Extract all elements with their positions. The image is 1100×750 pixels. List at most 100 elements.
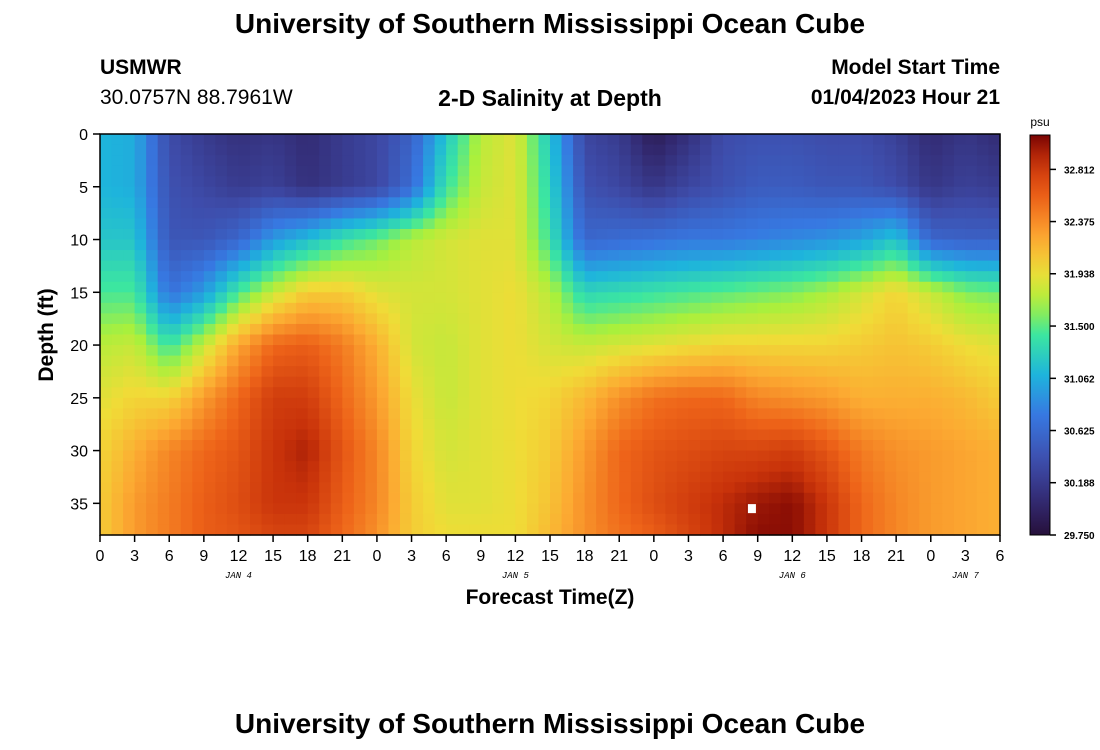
heatmap-cell	[307, 471, 320, 483]
heatmap-cell	[815, 207, 828, 220]
heatmap-cell	[884, 176, 897, 188]
heatmap-cell	[607, 366, 620, 378]
heatmap-cell	[226, 524, 240, 536]
heatmap-cell	[757, 260, 770, 272]
heatmap-cell	[988, 250, 1001, 262]
heatmap-cell	[423, 345, 436, 357]
heatmap-cell	[988, 134, 1001, 146]
heatmap-cell	[757, 376, 770, 388]
heatmap-cell	[215, 513, 228, 526]
heatmap-cell	[192, 134, 205, 146]
heatmap-cell	[503, 387, 516, 399]
heatmap-cell	[630, 197, 643, 209]
heatmap-cell	[226, 165, 240, 177]
colorbar-tick-label: 32.375	[1064, 218, 1095, 229]
heatmap-cell	[561, 355, 574, 367]
heatmap-cell	[734, 313, 747, 325]
heatmap-cell	[930, 440, 943, 452]
heatmap-cell	[492, 513, 505, 526]
heatmap-cell	[307, 186, 320, 198]
heatmap-cell	[953, 323, 966, 336]
heatmap-cell	[192, 197, 205, 209]
heatmap-cell	[573, 334, 586, 346]
heatmap-cell	[723, 176, 736, 188]
heatmap-cell	[930, 292, 943, 304]
heatmap-cell	[630, 366, 643, 378]
heatmap-cell	[803, 165, 816, 177]
heatmap-cell	[457, 408, 470, 420]
heatmap-cell	[550, 471, 563, 483]
heatmap-cell	[284, 366, 297, 378]
heatmap-cell	[953, 313, 966, 325]
heatmap-cell	[411, 250, 424, 262]
heatmap-cell	[411, 366, 424, 378]
heatmap-cell	[203, 197, 216, 209]
heatmap-cell	[723, 281, 736, 293]
heatmap-cell	[792, 165, 805, 177]
heatmap-cell	[319, 408, 332, 420]
heatmap-cell	[111, 429, 124, 441]
heatmap-cell	[180, 397, 193, 409]
heatmap-cell	[100, 281, 113, 293]
heatmap-cell	[561, 281, 574, 293]
heatmap-cell	[965, 503, 978, 515]
heatmap-cell	[365, 440, 378, 452]
heatmap-cell	[250, 271, 263, 283]
heatmap-cell	[319, 239, 332, 251]
heatmap-cell	[700, 260, 713, 272]
heatmap-cell	[469, 450, 482, 462]
heatmap-cell	[561, 323, 574, 336]
heatmap-cell	[896, 176, 909, 188]
heatmap-cell	[665, 250, 678, 262]
heatmap-cell	[215, 176, 228, 188]
heatmap-cell	[457, 503, 470, 515]
heatmap-cell	[203, 165, 216, 177]
heatmap-cell	[342, 155, 355, 167]
heatmap-cell	[111, 260, 124, 272]
heatmap-cell	[930, 260, 943, 272]
heatmap-cell	[192, 503, 205, 515]
heatmap-cell	[273, 397, 286, 409]
heatmap-cell	[157, 524, 170, 536]
heatmap-cell	[226, 313, 240, 325]
heatmap-cell	[700, 524, 713, 536]
heatmap-cell	[100, 207, 113, 220]
heatmap-cell	[642, 471, 655, 483]
heatmap-cell	[769, 176, 782, 188]
heatmap-cell	[376, 376, 390, 388]
heatmap-cell	[492, 408, 505, 420]
heatmap-cell	[215, 323, 228, 336]
heatmap-cell	[400, 334, 413, 346]
heatmap-cell	[838, 376, 851, 388]
heatmap-cell	[123, 429, 136, 441]
heatmap-cell	[596, 155, 609, 167]
heatmap-cell	[734, 429, 747, 441]
heatmap-cell	[700, 387, 713, 399]
heatmap-cell	[261, 176, 274, 188]
heatmap-cell	[353, 302, 366, 314]
heatmap-cell	[238, 450, 251, 462]
heatmap-cell	[123, 260, 136, 272]
heatmap-cell	[803, 292, 816, 304]
heatmap-cell	[746, 144, 759, 156]
heatmap-cell	[100, 218, 113, 230]
heatmap-cell	[180, 461, 193, 473]
heatmap-cell	[884, 461, 897, 473]
heatmap-cell	[838, 176, 851, 188]
heatmap-cell	[746, 155, 759, 167]
heatmap-cell	[619, 155, 632, 167]
heatmap-cell	[942, 207, 955, 220]
heatmap-cell	[607, 418, 620, 431]
heatmap-cell	[365, 387, 378, 399]
heatmap-cell	[365, 218, 378, 230]
heatmap-cell	[803, 503, 816, 515]
heatmap-cell	[826, 134, 840, 146]
heatmap-cell	[319, 250, 332, 262]
heatmap-cell	[238, 239, 251, 251]
heatmap-cell	[642, 418, 655, 431]
heatmap-cell	[353, 408, 366, 420]
heatmap-cell	[319, 366, 332, 378]
heatmap-cell	[400, 228, 413, 241]
heatmap-cell	[538, 471, 551, 483]
heatmap-cell	[815, 292, 828, 304]
